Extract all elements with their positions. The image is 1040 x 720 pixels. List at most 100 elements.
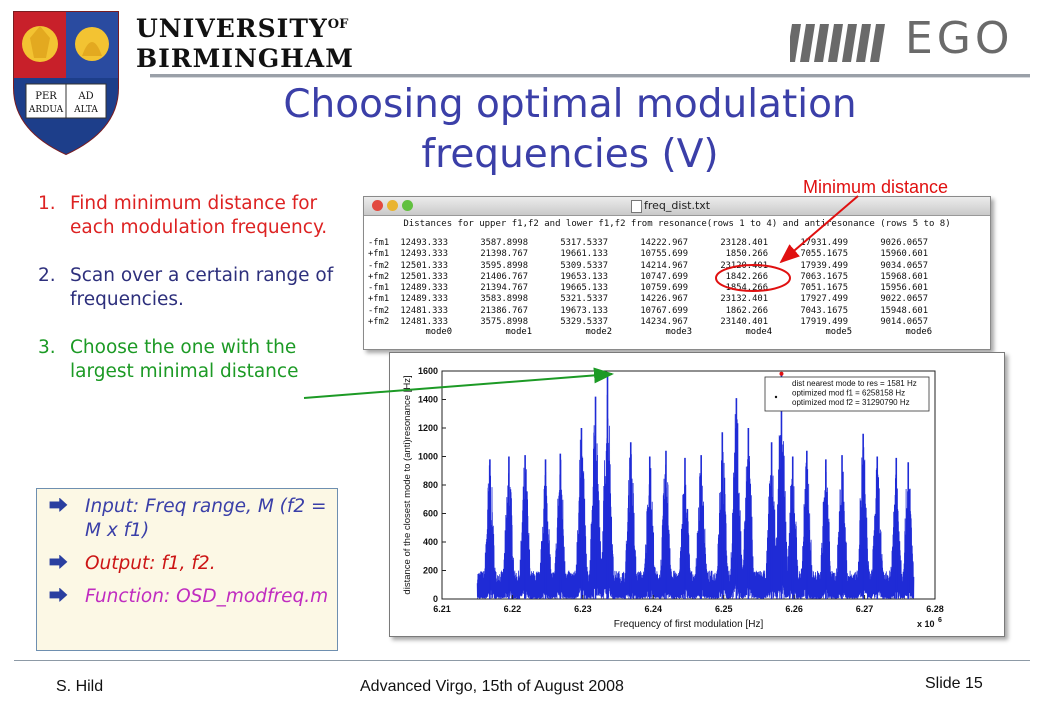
- table-row: -fm1 12493.333 3587.8998 5317.5337 14222.967…: [368, 238, 928, 249]
- footer-divider: [14, 660, 1030, 661]
- university-name: UNIVERSITYOF BIRMINGHAM: [136, 14, 354, 74]
- table-cell: 5329.5337: [560, 317, 608, 328]
- x-tick-label: 6.22: [504, 604, 522, 614]
- table-cell: 19653.133: [560, 271, 608, 282]
- table-cell: 10767.699: [640, 305, 688, 316]
- legend-entry: optimized mod f2 = 31290790 Hz: [792, 398, 910, 407]
- table-cell: 23140.401: [720, 317, 768, 328]
- step-text: Scan over a certain range of frequencies…: [70, 265, 334, 310]
- window-minimize-button[interactable]: [387, 200, 398, 211]
- slide-title: Choosing optimal modulation frequencies …: [160, 80, 980, 180]
- window-titlebar[interactable]: freq_dist.txt: [364, 197, 990, 216]
- table-cell: 5317.5337: [560, 238, 608, 248]
- table-cell: 9022.0657: [880, 294, 928, 305]
- window-zoom-button[interactable]: [402, 200, 413, 211]
- legend-entry: dist nearest mode to res = 1581 Hz: [792, 379, 917, 388]
- slide-title-line2: frequencies (V): [421, 132, 719, 177]
- table-row-label: -fm2: [368, 305, 390, 316]
- table-cell: 15968.601: [880, 271, 928, 282]
- university-of: OF: [327, 17, 349, 32]
- table-row-label: +fm1: [368, 249, 390, 260]
- table-row: -fm2 12501.333 3595.8998 5309.5337 14214.967…: [368, 261, 928, 272]
- table-cell: 10755.699: [640, 249, 688, 260]
- table-cell: 21394.767: [480, 283, 528, 294]
- right-arrow-icon: ⮕: [49, 553, 68, 574]
- mode-label: mode0: [425, 327, 452, 337]
- table-cell: 9014.0657: [880, 317, 928, 328]
- window-close-button[interactable]: [372, 200, 383, 211]
- step-text: Find minimum distance for each modulatio…: [70, 193, 328, 238]
- table-row-label: -fm1: [368, 283, 390, 294]
- y-tick-label: 600: [423, 509, 438, 519]
- step-item-1: 1. Find minimum distance for each modula…: [38, 192, 348, 240]
- mode-header-row: mode0 mode1 mode2 mode3 mode4 mode5 mode6: [368, 327, 932, 337]
- table-cell: 10759.699: [640, 283, 688, 294]
- table-cell: 21398.767: [480, 249, 528, 260]
- mode-label: mode1: [505, 327, 532, 337]
- y-tick-label: 400: [423, 537, 438, 547]
- mode-label: mode5: [825, 327, 852, 337]
- table-cell: 14226.967: [640, 294, 688, 305]
- info-box: ⮕ Input: Freq range, M (f2 = M x f1) ⮕ O…: [36, 488, 338, 651]
- table-cell: 23132.401: [720, 294, 768, 305]
- y-tick-label: 1600: [418, 366, 438, 376]
- table-row-label: +fm2: [368, 317, 390, 328]
- table-cell: 23128.401: [720, 238, 768, 248]
- step-text: Choose the one with the largest minimal …: [70, 337, 299, 382]
- table-cell: 17931.499: [800, 238, 848, 248]
- table-row: -fm2 12481.333 21386.767 19673.133 10767.699…: [368, 306, 928, 317]
- table-cell: 9026.0657: [880, 238, 928, 248]
- table-cell: 3587.8998: [480, 238, 528, 248]
- table-cell: 9034.0657: [880, 260, 928, 271]
- table-cell: 5309.5337: [560, 260, 608, 271]
- distance-table: -fm1 12493.333 3587.8998 5317.5337 14222.967…: [368, 238, 928, 328]
- table-heading: Distances for upper f1,f2 and lower f1,f…: [403, 219, 951, 229]
- mode-label: mode6: [905, 327, 932, 337]
- file-icon: [631, 200, 642, 213]
- right-arrow-icon: ⮕: [49, 586, 68, 607]
- table-row: +fm2 12481.333 3575.8998 5329.5337 14234.967…: [368, 317, 928, 328]
- table-row: +fm1 12493.333 21398.767 19661.133 10755.699…: [368, 249, 928, 260]
- x-tick-label: 6.23: [574, 604, 592, 614]
- footer-event: Advanced Virgo, 15th of August 2008: [360, 678, 624, 695]
- table-cell: 19661.133: [560, 249, 608, 260]
- table-row-label: -fm1: [368, 238, 390, 248]
- info-item-output: ⮕ Output: f1, f2.: [49, 552, 329, 576]
- text-file-window: freq_dist.txt Distances for upper f1,f2 …: [363, 196, 991, 350]
- info-item-function: ⮕ Function: OSD_modfreq.m: [49, 585, 329, 609]
- x-tick-label: 6.28: [926, 604, 944, 614]
- header-divider: [150, 74, 1030, 77]
- table-cell: 7043.1675: [800, 305, 848, 316]
- x-axis-multiplier: x 10: [917, 619, 935, 629]
- info-item-input: ⮕ Input: Freq range, M (f2 = M x f1): [49, 495, 329, 543]
- legend-entry: optimized mod f1 = 6258158 Hz: [792, 389, 905, 398]
- y-tick-label: 200: [423, 566, 438, 576]
- table-cell: 12501.333: [400, 260, 448, 271]
- table-cell: 1842.266: [725, 271, 768, 282]
- table-cell: 3595.8998: [480, 260, 528, 271]
- table-cell: 23120.401: [720, 260, 768, 271]
- table-cell: 21406.767: [480, 271, 528, 282]
- y-axis-label: distance of the closest mode to (anti)re…: [402, 375, 413, 594]
- table-cell: 12493.333: [400, 238, 448, 248]
- step-item-3: 3. Choose the one with the largest minim…: [38, 336, 348, 384]
- optimum-point: [779, 371, 784, 376]
- table-cell: 15960.601: [880, 249, 928, 260]
- crest-motto-1: PER: [35, 91, 57, 102]
- ego-logo-text: EGO: [905, 13, 1014, 64]
- info-text: Output: f1, f2.: [85, 553, 216, 574]
- table-cell: 12501.333: [400, 271, 448, 282]
- info-text: Input: Freq range, M (f2 = M x f1): [85, 496, 327, 541]
- y-tick-label: 800: [423, 480, 438, 490]
- info-text: Function: OSD_modfreq.m: [85, 586, 329, 607]
- x-axis-label: Frequency of first modulation [Hz]: [614, 619, 764, 630]
- table-cell: 7051.1675: [800, 283, 848, 294]
- ego-logo-mark: [790, 24, 885, 62]
- slide-title-line1: Choosing optimal modulation: [283, 82, 857, 127]
- table-cell: 12493.333: [400, 249, 448, 260]
- table-cell: 15956.601: [880, 283, 928, 294]
- x-tick-label: 6.24: [645, 604, 663, 614]
- step-number: 1.: [38, 193, 56, 214]
- table-row-label: -fm2: [368, 260, 390, 271]
- table-cell: 14222.967: [640, 238, 688, 248]
